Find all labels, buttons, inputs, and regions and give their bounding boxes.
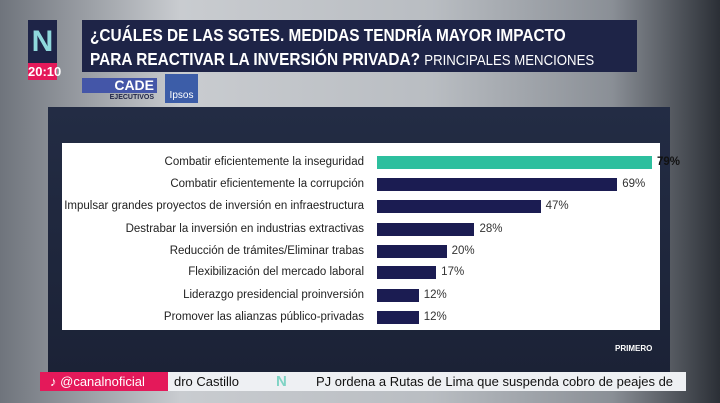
- value-label: 47%: [545, 200, 569, 212]
- value-label: 12%: [423, 311, 447, 323]
- bar: [377, 156, 652, 169]
- cade-subtext: EJECUTIVOS: [109, 94, 154, 101]
- category-label: Impulsar grandes proyectos de inversión …: [64, 200, 364, 212]
- category-label: Destrabar la inversión en industrias ext…: [125, 223, 364, 235]
- headline-subtitle: PRINCIPALES MENCIONES: [424, 52, 595, 69]
- category-label: Combatir eficientemente la corrupción: [170, 178, 364, 190]
- chart-panel: Combatir eficientemente la inseguridad 79…: [62, 143, 680, 330]
- program-logo: PRIMERO: [615, 344, 653, 353]
- bar: [377, 266, 437, 279]
- headline-line2: PARA REACTIVAR LA INVERSIÓN PRIVADA?: [90, 49, 420, 69]
- channel-n-icon: N: [276, 373, 287, 390]
- clock: 20:10: [28, 63, 62, 80]
- news-ticker: dro Castillo N PJ ordena a Rutas de Lima…: [40, 372, 686, 391]
- headline: ¿CUÁLES DE LAS SGTES. MEDIDAS TENDRÍA MA…: [82, 20, 637, 72]
- value-label: 20%: [451, 245, 475, 257]
- value-label: 12%: [423, 289, 447, 301]
- bar: [377, 245, 447, 258]
- category-label: Flexibilización del mercado laboral: [188, 266, 364, 278]
- value-label: 69%: [622, 178, 646, 190]
- social-handle: ♪ @canalnoficial: [40, 372, 168, 391]
- ticker-text-right: PJ ordena a Rutas de Lima que suspenda c…: [316, 374, 674, 389]
- bar: [377, 200, 541, 213]
- bar: [377, 223, 475, 236]
- category-label: Reducción de trámites/Eliminar trabas: [169, 245, 364, 257]
- value-label: 28%: [479, 223, 503, 235]
- category-label: Combatir eficientemente la inseguridad: [164, 156, 364, 168]
- category-label: Promover las alianzas público-privadas: [163, 311, 364, 323]
- cade-text: CADE: [82, 78, 157, 93]
- handle-text: @canalnoficial: [60, 374, 145, 389]
- ticker-text-left: dro Castillo: [174, 374, 240, 389]
- category-label: Liderazgo presidencial proinversión: [183, 289, 364, 301]
- ipsos-logo: Ipsos: [165, 74, 198, 103]
- value-label: 17%: [441, 266, 465, 278]
- value-label: 79%: [657, 156, 681, 168]
- channel-logo: N: [28, 20, 57, 63]
- bar: [377, 311, 419, 324]
- bar: [377, 178, 618, 191]
- headline-line1: ¿CUÁLES DE LAS SGTES. MEDIDAS TENDRÍA MA…: [90, 25, 566, 45]
- bar: [377, 289, 419, 302]
- cade-logo: CADE EJECUTIVOS: [82, 78, 157, 103]
- tiktok-icon: ♪: [50, 374, 57, 389]
